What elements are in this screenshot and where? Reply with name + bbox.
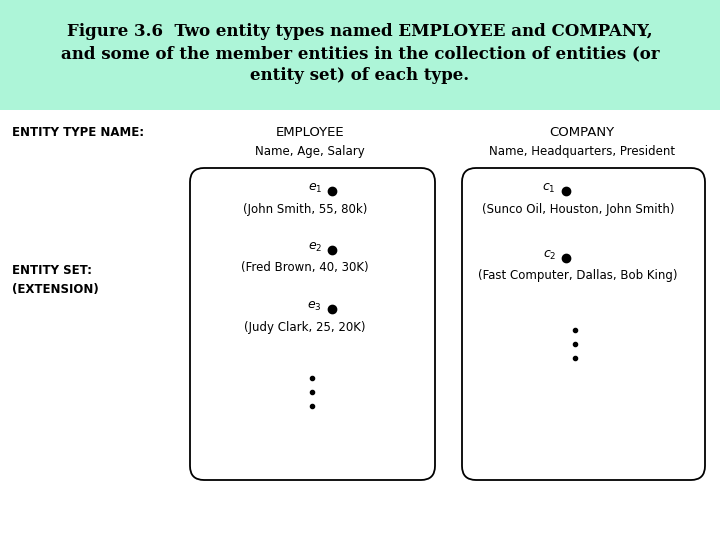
Text: EMPLOYEE: EMPLOYEE <box>276 125 344 138</box>
Text: COMPANY: COMPANY <box>549 125 615 138</box>
Text: $e_3$: $e_3$ <box>307 300 322 313</box>
Text: (EXTENSION): (EXTENSION) <box>12 284 99 296</box>
Text: ENTITY SET:: ENTITY SET: <box>12 264 92 276</box>
FancyBboxPatch shape <box>462 168 705 480</box>
Text: Figure 3.6  Two entity types named EMPLOYEE and COMPANY,: Figure 3.6 Two entity types named EMPLOY… <box>67 24 653 40</box>
Text: $c_1$: $c_1$ <box>542 181 556 194</box>
Text: Name, Headquarters, President: Name, Headquarters, President <box>489 145 675 159</box>
Text: (Fast Computer, Dallas, Bob King): (Fast Computer, Dallas, Bob King) <box>478 269 678 282</box>
Text: (John Smith, 55, 80k): (John Smith, 55, 80k) <box>243 204 367 217</box>
Text: ENTITY TYPE NAME:: ENTITY TYPE NAME: <box>12 125 144 138</box>
Text: (Judy Clark, 25, 20K): (Judy Clark, 25, 20K) <box>244 321 366 334</box>
Text: $c_2$: $c_2$ <box>542 248 556 261</box>
Text: Name, Age, Salary: Name, Age, Salary <box>255 145 365 159</box>
Bar <box>0 0 720 110</box>
Text: (Sunco Oil, Houston, John Smith): (Sunco Oil, Houston, John Smith) <box>482 204 674 217</box>
Text: and some of the member entities in the collection of entities (or: and some of the member entities in the c… <box>60 45 660 63</box>
Text: $e_1$: $e_1$ <box>307 181 322 194</box>
FancyBboxPatch shape <box>190 168 435 480</box>
Text: $e_2$: $e_2$ <box>307 240 322 254</box>
Text: (Fred Brown, 40, 30K): (Fred Brown, 40, 30K) <box>241 261 369 274</box>
Text: entity set) of each type.: entity set) of each type. <box>251 68 469 84</box>
